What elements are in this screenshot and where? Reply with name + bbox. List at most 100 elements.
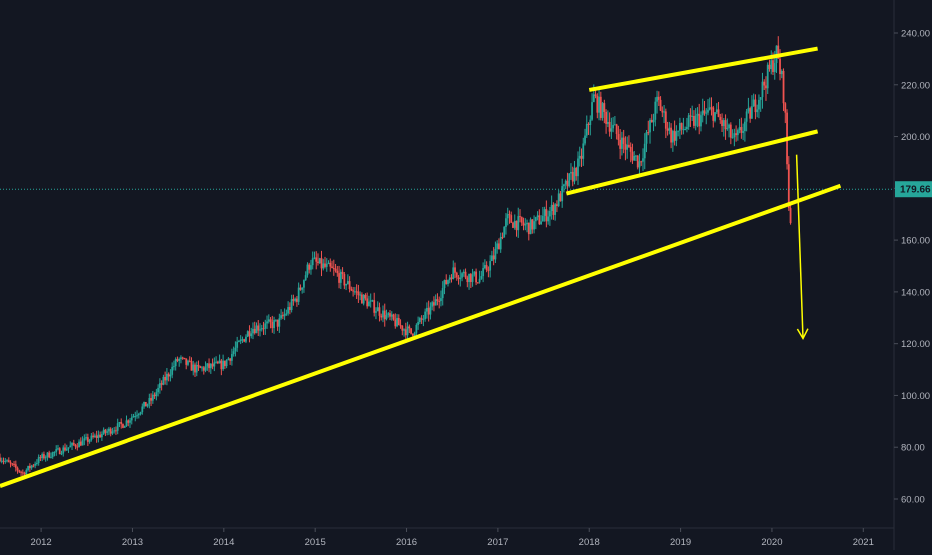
candle <box>331 260 333 269</box>
candle-body <box>204 366 207 371</box>
candle-body <box>206 363 209 367</box>
candle-body <box>158 383 161 388</box>
candle <box>183 357 186 360</box>
candle <box>41 452 44 462</box>
candle-body <box>35 462 38 464</box>
long-term-support-trendline[interactable] <box>0 183 842 488</box>
candle-body <box>215 361 217 363</box>
candle-body <box>650 119 653 123</box>
candle <box>770 50 773 75</box>
candle-body <box>322 263 325 269</box>
candle <box>427 300 430 322</box>
candle-body <box>675 131 678 141</box>
candle <box>733 128 736 147</box>
channel-bottom-trendline[interactable] <box>565 129 819 196</box>
candle-body <box>93 435 96 438</box>
candle <box>599 91 602 121</box>
candle <box>158 378 161 394</box>
candle <box>280 309 282 320</box>
candle <box>27 465 30 472</box>
candle-body <box>0 457 1 462</box>
candle-body <box>83 438 86 441</box>
candle <box>740 117 743 139</box>
candle <box>505 212 507 235</box>
channel-top-trendline[interactable] <box>588 46 818 92</box>
candle <box>556 200 558 213</box>
candle <box>269 317 272 329</box>
candle-body <box>677 130 680 132</box>
candle-body <box>41 454 44 459</box>
x-tick-label: 2019 <box>670 537 691 548</box>
candle-body <box>505 218 507 227</box>
candle-body <box>183 357 186 359</box>
candle-body <box>491 255 493 262</box>
candle-body <box>717 109 720 118</box>
candle <box>14 460 17 472</box>
candle-body <box>238 341 240 343</box>
candle <box>455 271 458 281</box>
candle-body <box>550 204 553 212</box>
candle-body <box>410 328 412 334</box>
candle-body <box>745 111 748 122</box>
candle-body <box>606 121 609 124</box>
candle <box>670 123 673 149</box>
candle-body <box>643 143 646 159</box>
candle-body <box>339 271 342 283</box>
arrow-head <box>796 328 809 341</box>
candle <box>2 457 5 465</box>
candle-body <box>6 460 8 462</box>
candle-body <box>315 257 318 262</box>
candle <box>273 316 275 334</box>
candle-body <box>76 446 79 448</box>
candle-body <box>489 261 492 271</box>
candle <box>95 430 98 443</box>
candle-body <box>285 313 288 315</box>
candle <box>362 294 365 306</box>
candle <box>181 356 184 360</box>
candle-body <box>86 437 89 442</box>
candle-body <box>320 258 323 269</box>
candle-body <box>250 333 253 337</box>
candle-body <box>573 167 576 182</box>
candle-body <box>779 58 781 75</box>
candle <box>51 451 54 459</box>
candle-body <box>499 237 502 250</box>
candle-body <box>296 298 298 302</box>
candle-body <box>628 144 630 147</box>
candle-body <box>30 465 33 469</box>
candle-body <box>503 226 506 238</box>
projection-arrow[interactable] <box>795 154 809 341</box>
candle <box>115 426 117 435</box>
candle-body <box>266 321 268 324</box>
candle-body <box>11 463 14 465</box>
candle-body <box>508 214 511 216</box>
candle-body <box>457 277 460 280</box>
candle <box>60 450 63 456</box>
candle <box>454 262 456 279</box>
candle <box>317 253 319 266</box>
time-axis[interactable]: 2012 2013 2014 2015 2016 2017 2018 2019 2020 2021 <box>31 528 874 548</box>
candle <box>329 258 332 272</box>
candle-body <box>234 347 237 352</box>
candle-body <box>4 460 7 462</box>
x-tick-label: 2020 <box>761 537 782 548</box>
candle <box>375 307 377 320</box>
candle-body <box>415 324 418 334</box>
y-tick-label: 60.00 <box>901 495 925 506</box>
candle-body <box>743 121 746 132</box>
candle <box>612 117 615 133</box>
candle <box>540 215 542 225</box>
candle-body <box>564 180 567 185</box>
candle <box>557 189 560 208</box>
candle-body <box>304 275 307 281</box>
candle <box>225 359 228 369</box>
candle <box>784 102 787 124</box>
candle <box>636 155 639 170</box>
candle <box>39 455 42 462</box>
candle <box>151 390 154 404</box>
candle-body <box>25 470 28 475</box>
candle-body <box>519 216 521 218</box>
candle-body <box>647 132 650 134</box>
